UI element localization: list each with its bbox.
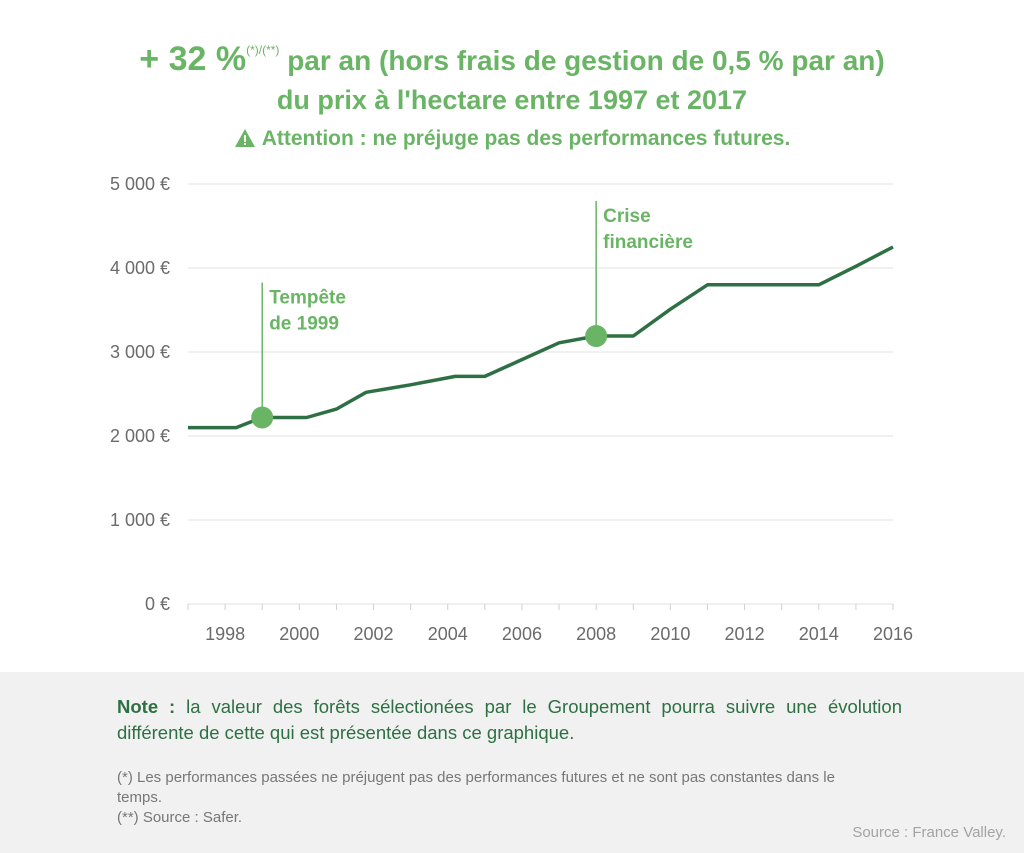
note-label: Note : <box>117 696 176 717</box>
note-panel: Note : la valeur des forêts sélectionées… <box>0 672 1024 853</box>
x-tick-label: 2010 <box>650 624 690 644</box>
x-tick-label: 2014 <box>799 624 839 644</box>
headline-line-2: du prix à l'hectare entre 1997 et 2017 <box>276 85 748 115</box>
price-line-chart: 0 € 1 000 € 2 000 € 3 000 € 4 000 € 5 000 € 1… <box>110 174 913 644</box>
warning-text: Attention : ne préjuge pas des performan… <box>261 127 791 150</box>
x-tick-label: 2012 <box>725 624 765 644</box>
grid-lines <box>188 183 893 605</box>
annotation-marker <box>251 406 274 429</box>
chart-header: + 32 %(*)/(**) par an (hors frais de ges… <box>0 28 1024 154</box>
x-tick-label: 2016 <box>873 624 913 644</box>
y-tick-label: 2 000 € <box>110 426 170 446</box>
headline-line-1: + 32 %(*)/(**) par an (hors frais de ges… <box>0 28 1024 83</box>
footnote-1: (*) Les performances passées ne préjugen… <box>117 769 835 806</box>
x-tick-label: 2006 <box>502 624 542 644</box>
annotations-group: Tempête de 1999 Crise financière <box>251 201 693 429</box>
note-text: Note : la valeur des forêts sélectionées… <box>117 694 902 746</box>
note-body: la valeur des forêts sélectionées par le… <box>117 696 902 743</box>
x-tick-label: 2000 <box>279 624 319 644</box>
annotation-label: Tempête <box>269 288 346 309</box>
warning-triangle-icon <box>234 128 256 154</box>
y-tick-label: 4 000 € <box>110 258 170 278</box>
headline-footnote-marks: (*)/(**) <box>246 43 280 57</box>
y-tick-label: 1 000 € <box>110 510 170 530</box>
headline-percent: + 32 % <box>139 40 247 78</box>
y-tick-label: 5 000 € <box>110 174 170 194</box>
annotation-label: financière <box>603 232 693 253</box>
x-tick-label: 2004 <box>428 624 468 644</box>
annotation-label: de 1999 <box>269 314 339 335</box>
y-tick-label: 0 € <box>145 594 170 614</box>
x-tick-label: 2002 <box>354 624 394 644</box>
x-tick-label: 2008 <box>576 624 616 644</box>
footnotes: (*) Les performances passées ne préjugen… <box>117 768 837 828</box>
series-group <box>188 245 894 430</box>
annotation-label: Crise <box>603 206 651 227</box>
headline-suffix: par an (hors frais de gestion de 0,5 % p… <box>287 45 885 76</box>
annotation-marker <box>585 325 608 348</box>
footnote-2: (**) Source : Safer. <box>117 809 243 826</box>
x-tick-label: 1998 <box>205 624 245 644</box>
warning-line: Attention : ne préjuge pas des performan… <box>0 127 1024 154</box>
y-axis-ticks: 0 € 1 000 € 2 000 € 3 000 € 4 000 € 5 000 € <box>110 174 170 614</box>
series-line <box>188 245 894 430</box>
source-credit: Source : France Valley. <box>852 824 1006 841</box>
x-axis-ticks: 1998 2000 2002 2004 2006 2008 2010 2012 2014 2016 <box>187 604 913 644</box>
y-tick-label: 3 000 € <box>110 342 170 362</box>
